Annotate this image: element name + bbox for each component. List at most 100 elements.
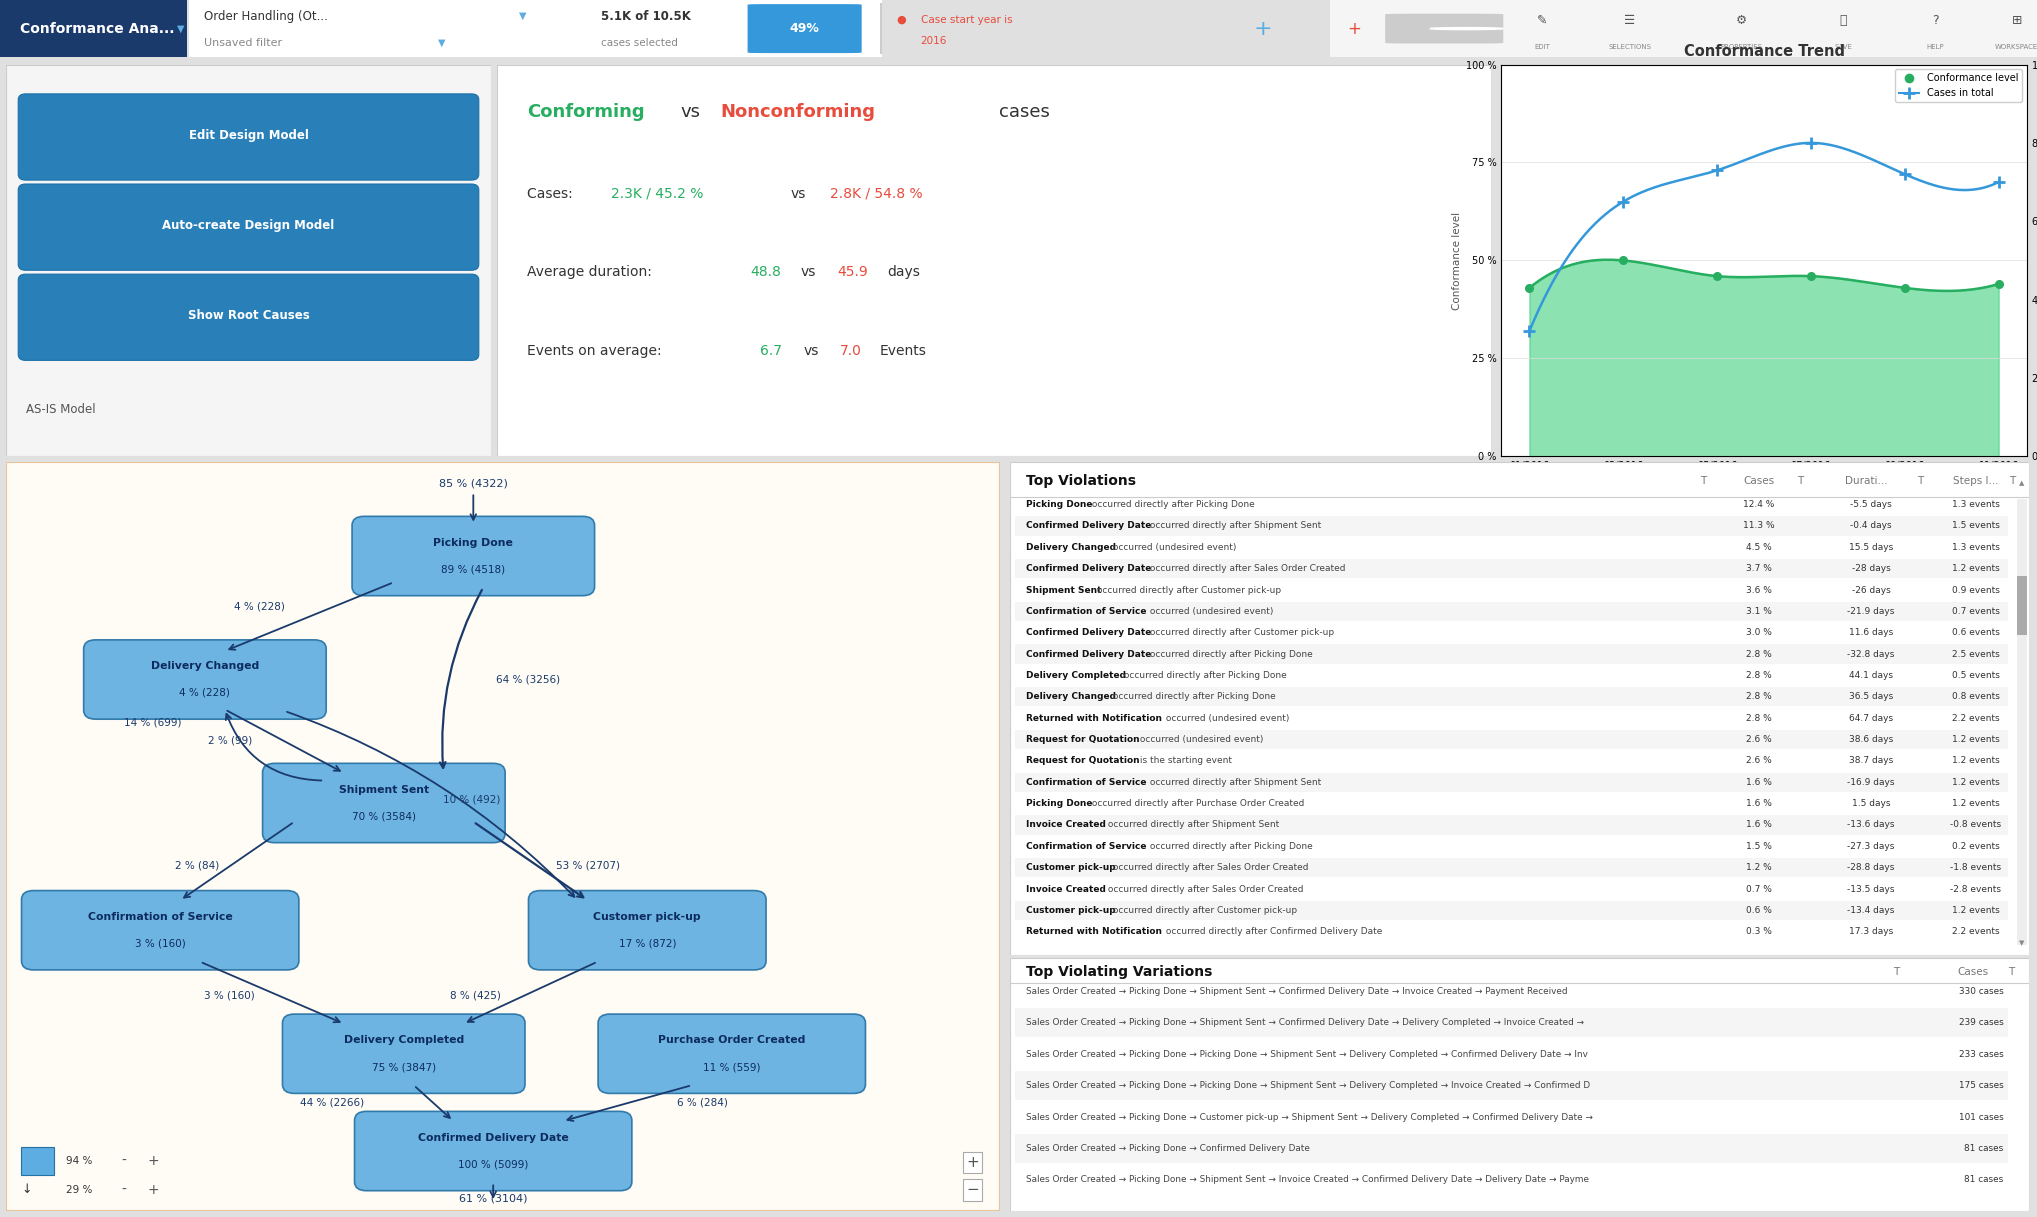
FancyBboxPatch shape <box>283 1014 526 1093</box>
Text: Picking Done: Picking Done <box>1025 800 1092 808</box>
Text: T: T <box>1699 476 1707 486</box>
Text: 11.3 %: 11.3 % <box>1744 521 1774 531</box>
Text: 3.7 %: 3.7 % <box>1746 565 1772 573</box>
Text: Conformance Ana...: Conformance Ana... <box>20 22 175 35</box>
Text: occurred directly after Shipment Sent: occurred directly after Shipment Sent <box>1147 521 1322 531</box>
Text: 12.4 %: 12.4 % <box>1744 500 1774 509</box>
Text: -5.5 days: -5.5 days <box>1850 500 1892 509</box>
Text: Cases:: Cases: <box>528 187 576 201</box>
Text: Conforming: Conforming <box>528 102 644 120</box>
Text: 4 % (228): 4 % (228) <box>234 601 285 611</box>
Text: Request for Quotation: Request for Quotation <box>1025 757 1139 765</box>
Text: SAVE: SAVE <box>1835 44 1852 50</box>
Text: vs: vs <box>801 265 815 279</box>
Text: cases selected: cases selected <box>601 38 678 47</box>
Text: 2.8K / 54.8 %: 2.8K / 54.8 % <box>829 187 923 201</box>
Text: 11.6 days: 11.6 days <box>1850 628 1892 638</box>
Text: ▲: ▲ <box>2019 481 2025 486</box>
Text: +: + <box>1348 19 1361 38</box>
Text: Returned with Notification: Returned with Notification <box>1025 713 1161 723</box>
Text: +: + <box>147 1154 159 1168</box>
Text: Top Violations: Top Violations <box>1025 473 1137 488</box>
Text: -21.9 days: -21.9 days <box>1848 607 1894 616</box>
Text: 4.5 %: 4.5 % <box>1746 543 1772 551</box>
Text: 53 % (2707): 53 % (2707) <box>556 860 619 870</box>
FancyBboxPatch shape <box>528 891 766 970</box>
Text: T: T <box>2008 966 2015 977</box>
Text: occurred directly after Customer pick-up: occurred directly after Customer pick-up <box>1110 905 1298 915</box>
FancyBboxPatch shape <box>880 2 882 55</box>
FancyBboxPatch shape <box>748 4 862 54</box>
Text: 1.2 events: 1.2 events <box>1951 800 2000 808</box>
Text: Confirmation of Service: Confirmation of Service <box>1025 842 1147 851</box>
Text: Events: Events <box>880 343 927 358</box>
Text: 3.1 %: 3.1 % <box>1746 607 1772 616</box>
Text: 2.8 %: 2.8 % <box>1746 713 1772 723</box>
FancyBboxPatch shape <box>1014 773 2008 792</box>
FancyBboxPatch shape <box>18 184 479 270</box>
FancyBboxPatch shape <box>1014 1134 2008 1162</box>
Text: Unsaved filter: Unsaved filter <box>204 38 281 47</box>
Text: T: T <box>2008 476 2017 486</box>
Text: occurred directly after Confirmed Delivery Date: occurred directly after Confirmed Delive… <box>1163 927 1383 936</box>
FancyBboxPatch shape <box>352 516 595 595</box>
FancyBboxPatch shape <box>2017 499 2027 946</box>
Text: occurred (undesired event): occurred (undesired event) <box>1110 543 1236 551</box>
Text: EDIT: EDIT <box>1534 44 1550 50</box>
Text: 61 % (3104): 61 % (3104) <box>458 1194 528 1204</box>
Text: ⊞: ⊞ <box>2011 13 2023 27</box>
Text: 17 % (872): 17 % (872) <box>619 938 676 949</box>
Text: T: T <box>1892 966 1901 977</box>
Text: 11 % (559): 11 % (559) <box>703 1062 760 1072</box>
FancyBboxPatch shape <box>1014 688 2008 706</box>
Text: 44 % (2266): 44 % (2266) <box>299 1098 365 1107</box>
Text: 0.7 %: 0.7 % <box>1746 885 1772 893</box>
Text: 1.6 %: 1.6 % <box>1746 778 1772 786</box>
Text: 0.3 %: 0.3 % <box>1746 927 1772 936</box>
Text: 64.7 days: 64.7 days <box>1850 713 1892 723</box>
Text: ☰: ☰ <box>1623 13 1636 27</box>
Text: 3.0 %: 3.0 % <box>1746 628 1772 638</box>
Text: AS-IS Model: AS-IS Model <box>26 403 96 416</box>
Text: Confirmed Delivery Date: Confirmed Delivery Date <box>1025 628 1151 638</box>
Text: 2016: 2016 <box>921 37 947 46</box>
Text: Picking Done: Picking Done <box>434 538 513 548</box>
Text: Delivery Completed: Delivery Completed <box>344 1036 464 1045</box>
Text: 2.2 events: 2.2 events <box>1951 713 2000 723</box>
Text: Sales Order Created → Picking Done → Shipment Sent → Confirmed Delivery Date → D: Sales Order Created → Picking Done → Shi… <box>1025 1019 1587 1027</box>
FancyBboxPatch shape <box>18 94 479 180</box>
Text: −: − <box>966 1183 978 1198</box>
FancyBboxPatch shape <box>1014 858 2008 877</box>
Text: Shipment Sent: Shipment Sent <box>1025 585 1102 595</box>
Text: -13.4 days: -13.4 days <box>1848 905 1894 915</box>
Text: occurred directly after Picking Done: occurred directly after Picking Done <box>1147 650 1314 658</box>
Text: WORKSPACE: WORKSPACE <box>1994 44 2037 50</box>
Text: ✎: ✎ <box>1536 13 1548 27</box>
Text: 1.2 events: 1.2 events <box>1951 565 2000 573</box>
Text: -: - <box>120 1183 126 1198</box>
Text: 89 % (4518): 89 % (4518) <box>442 565 505 574</box>
Text: Nonconforming: Nonconforming <box>721 102 876 120</box>
Text: 1.5 days: 1.5 days <box>1852 800 1890 808</box>
Text: occurred (undesired event): occurred (undesired event) <box>1147 607 1273 616</box>
FancyBboxPatch shape <box>1014 559 2008 578</box>
Text: 17.3 days: 17.3 days <box>1850 927 1892 936</box>
Text: Delivery Changed: Delivery Changed <box>1025 692 1116 701</box>
Text: Show Root Causes: Show Root Causes <box>187 309 310 321</box>
Text: -2.8 events: -2.8 events <box>1949 885 2002 893</box>
Text: Delivery Changed: Delivery Changed <box>151 661 259 671</box>
Text: 2.8 %: 2.8 % <box>1746 650 1772 658</box>
Text: Confirmed Delivery Date: Confirmed Delivery Date <box>418 1133 568 1143</box>
Text: 239 cases: 239 cases <box>1960 1019 2004 1027</box>
FancyBboxPatch shape <box>84 640 326 719</box>
Text: Returned with Notification: Returned with Notification <box>1025 927 1161 936</box>
FancyBboxPatch shape <box>354 1111 631 1190</box>
Text: +: + <box>1253 18 1273 39</box>
Text: 2 % (84): 2 % (84) <box>175 860 220 870</box>
Text: 2.3K / 45.2 %: 2.3K / 45.2 % <box>611 187 703 201</box>
Text: Top Violating Variations: Top Violating Variations <box>1025 965 1212 978</box>
Text: 1.2 %: 1.2 % <box>1746 863 1772 873</box>
Text: Sales Order Created → Picking Done → Shipment Sent → Confirmed Delivery Date → I: Sales Order Created → Picking Done → Shi… <box>1025 987 1566 996</box>
Text: Picking Done: Picking Done <box>1025 500 1092 509</box>
Text: 48.8: 48.8 <box>750 265 782 279</box>
